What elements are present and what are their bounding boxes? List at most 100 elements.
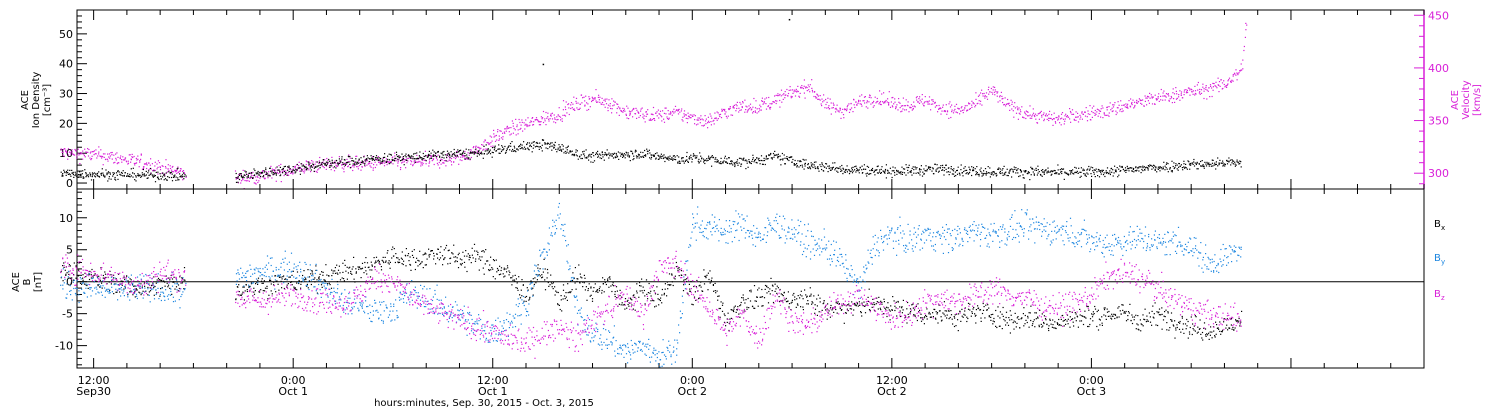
density-point — [152, 175, 154, 177]
density-point — [539, 146, 541, 148]
density-point — [752, 157, 754, 159]
velocity-point — [658, 113, 660, 115]
density-point — [133, 173, 135, 175]
velocity-point — [978, 100, 980, 102]
velocity-point — [981, 89, 983, 91]
velocity-point — [928, 103, 930, 105]
bx-point — [492, 259, 495, 261]
velocity-point — [977, 102, 979, 104]
density-point — [692, 155, 694, 157]
density-point — [183, 178, 185, 180]
velocity-point — [1007, 103, 1009, 105]
density-point — [910, 170, 912, 172]
density-point — [1202, 165, 1204, 168]
velocity-point — [1191, 91, 1193, 93]
density-point — [977, 173, 979, 176]
bx-point — [647, 298, 649, 300]
bx-point — [288, 276, 290, 278]
bx-point — [298, 280, 300, 282]
density-point — [336, 160, 338, 162]
density-point — [1011, 176, 1013, 178]
density-point — [380, 162, 382, 164]
velocity-point — [628, 118, 630, 120]
bx-point — [89, 270, 91, 272]
bx-point — [319, 273, 321, 275]
density-point — [1022, 174, 1024, 176]
bx-point — [103, 277, 105, 280]
density-point — [953, 175, 956, 177]
density-point — [854, 166, 856, 168]
velocity-point — [629, 114, 631, 116]
velocity-point — [360, 169, 362, 171]
velocity-point — [603, 99, 605, 101]
density-point — [321, 162, 323, 164]
density-outlier — [788, 18, 791, 21]
velocity-point — [801, 85, 803, 87]
density-point — [72, 172, 74, 174]
density-point — [1173, 167, 1175, 170]
velocity-point — [772, 101, 775, 103]
density-point — [325, 164, 328, 166]
bx-point — [386, 252, 388, 254]
density-point — [82, 176, 84, 178]
velocity-point — [873, 105, 875, 107]
bx-point — [140, 283, 142, 285]
velocity-point — [777, 95, 779, 97]
velocity-point — [888, 104, 890, 106]
bx-point — [104, 273, 107, 275]
velocity-point — [169, 173, 171, 175]
velocity-point — [464, 150, 466, 153]
velocity-point — [913, 105, 916, 107]
velocity-point — [759, 109, 761, 111]
velocity-point — [1003, 104, 1005, 106]
density-point — [653, 155, 655, 157]
density-point — [1230, 164, 1232, 166]
density-point — [1088, 169, 1091, 171]
bx-point — [641, 290, 643, 292]
velocity-point — [1098, 112, 1100, 115]
velocity-point — [1045, 113, 1047, 115]
density-point — [67, 169, 69, 171]
density-point — [170, 171, 172, 173]
velocity-point — [993, 91, 995, 93]
velocity-point — [859, 95, 861, 97]
density-point — [82, 177, 84, 179]
velocity-point — [1082, 113, 1084, 115]
velocity-point — [969, 108, 971, 110]
bx-point — [457, 267, 460, 269]
density-point — [1105, 172, 1108, 174]
velocity-point — [240, 180, 243, 182]
velocity-point — [279, 172, 281, 174]
density-point — [185, 175, 187, 177]
velocity-point — [704, 115, 706, 117]
velocity-point — [372, 169, 374, 171]
density-point — [1222, 162, 1224, 164]
density-point — [398, 157, 400, 159]
velocity-point — [1183, 91, 1185, 93]
density-point — [807, 163, 809, 165]
density-point — [1040, 169, 1043, 172]
density-point — [251, 172, 253, 174]
velocity-point — [301, 163, 303, 165]
bx-point — [627, 299, 629, 301]
density-point — [748, 161, 751, 163]
density-point — [681, 160, 683, 162]
velocity-point — [982, 95, 984, 97]
density-point — [447, 153, 449, 155]
density-point — [975, 174, 977, 176]
velocity-point — [1240, 63, 1242, 65]
density-point — [1055, 173, 1057, 175]
density-point — [117, 170, 119, 173]
bx-point — [350, 270, 352, 273]
density-point — [840, 168, 842, 170]
density-point — [252, 177, 254, 179]
bx-point — [399, 261, 401, 263]
density-point — [365, 158, 368, 160]
density-point — [414, 152, 416, 155]
velocity-point — [942, 106, 944, 108]
bx-point — [633, 294, 635, 296]
velocity-point — [732, 106, 734, 108]
bx-point — [65, 273, 67, 275]
density-point — [866, 175, 868, 177]
density-point — [633, 155, 635, 157]
